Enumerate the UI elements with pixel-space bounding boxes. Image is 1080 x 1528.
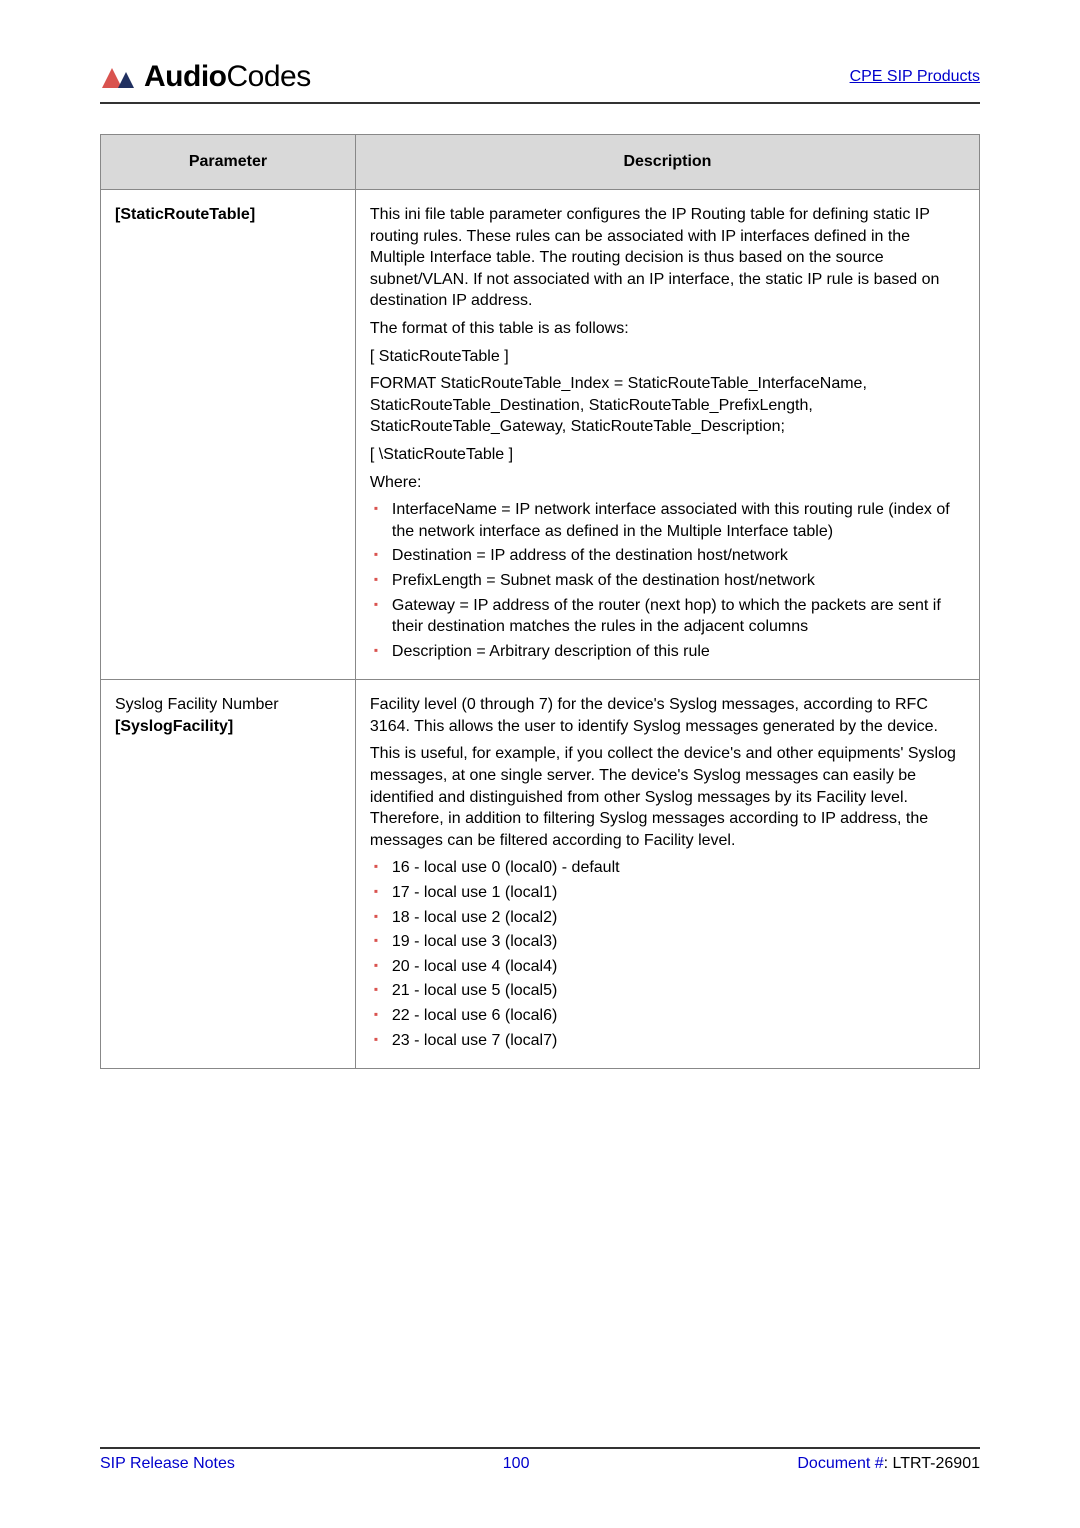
- footer-page-number: 100: [503, 1455, 530, 1473]
- desc-para: This is useful, for example, if you coll…: [370, 743, 965, 851]
- desc-cell: Facility level (0 through 7) for the dev…: [355, 680, 979, 1069]
- param-cell: Syslog Facility Number [SyslogFacility]: [101, 680, 356, 1069]
- footer-row: SIP Release Notes 100 Document #: LTRT-2…: [100, 1455, 980, 1473]
- col-description: Description: [355, 135, 979, 190]
- list-item: InterfaceName = IP network interface ass…: [370, 499, 965, 542]
- logo-light: Codes: [226, 60, 310, 93]
- desc-para: Facility level (0 through 7) for the dev…: [370, 694, 965, 737]
- list-item: 21 - local use 5 (local5): [370, 980, 965, 1002]
- table-header-row: Parameter Description: [101, 135, 980, 190]
- list-item: Destination = IP address of the destinat…: [370, 545, 965, 567]
- table-row: [StaticRouteTable] This ini file table p…: [101, 190, 980, 680]
- footer-doc-label: Document #: [797, 1455, 883, 1472]
- logo-bold: Audio: [144, 60, 226, 93]
- list-item: 22 - local use 6 (local6): [370, 1005, 965, 1027]
- table-row: Syslog Facility Number [SyslogFacility] …: [101, 680, 980, 1069]
- list-item: Description = Arbitrary description of t…: [370, 641, 965, 663]
- list-item: Gateway = IP address of the router (next…: [370, 595, 965, 638]
- bullet-list: InterfaceName = IP network interface ass…: [370, 499, 965, 662]
- footer-left: SIP Release Notes: [100, 1455, 235, 1473]
- param-cell: [StaticRouteTable]: [101, 190, 356, 680]
- col-parameter: Parameter: [101, 135, 356, 190]
- desc-para: FORMAT StaticRouteTable_Index = StaticRo…: [370, 373, 965, 438]
- list-item: 18 - local use 2 (local2): [370, 907, 965, 929]
- desc-para: [ \StaticRouteTable ]: [370, 444, 965, 466]
- param-title: Syslog Facility Number: [115, 696, 279, 713]
- logo: AudioCodes: [100, 60, 311, 94]
- param-name: [SyslogFacility]: [115, 718, 233, 735]
- header-link[interactable]: CPE SIP Products: [850, 68, 980, 86]
- list-item: 17 - local use 1 (local1): [370, 882, 965, 904]
- desc-para: The format of this table is as follows:: [370, 318, 965, 340]
- list-item: PrefixLength = Subnet mask of the destin…: [370, 570, 965, 592]
- list-item: 20 - local use 4 (local4): [370, 956, 965, 978]
- page-header: AudioCodes CPE SIP Products: [100, 60, 980, 94]
- logo-text: AudioCodes: [144, 60, 311, 94]
- desc-para: [ StaticRouteTable ]: [370, 346, 965, 368]
- param-name: [StaticRouteTable]: [115, 206, 255, 223]
- footer-rule: [100, 1447, 980, 1449]
- desc-cell: This ini file table parameter configures…: [355, 190, 979, 680]
- bullet-list: 16 - local use 0 (local0) - default 17 -…: [370, 857, 965, 1051]
- list-item: 16 - local use 0 (local0) - default: [370, 857, 965, 879]
- header-rule: [100, 102, 980, 104]
- desc-para: This ini file table parameter configures…: [370, 204, 965, 312]
- list-item: 23 - local use 7 (local7): [370, 1030, 965, 1052]
- parameter-table: Parameter Description [StaticRouteTable]…: [100, 134, 980, 1069]
- logo-icon: [100, 62, 138, 92]
- list-item: 19 - local use 3 (local3): [370, 931, 965, 953]
- footer-right: Document #: LTRT-26901: [797, 1455, 980, 1473]
- page-footer: SIP Release Notes 100 Document #: LTRT-2…: [100, 1447, 980, 1473]
- footer-doc-value: : LTRT-26901: [884, 1455, 980, 1472]
- desc-para: Where:: [370, 472, 965, 494]
